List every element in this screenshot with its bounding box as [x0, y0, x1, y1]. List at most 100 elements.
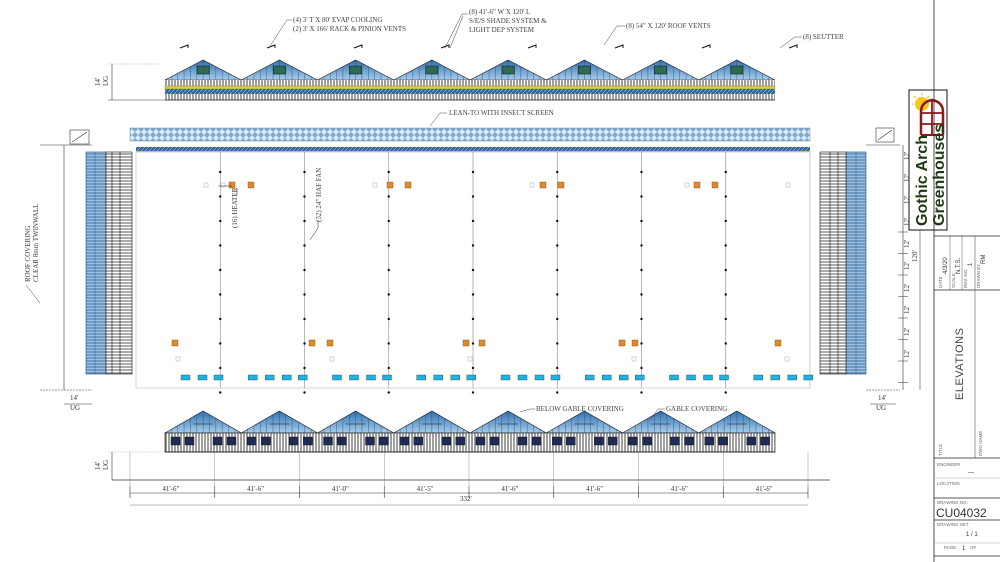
shade-band [164, 85, 776, 90]
drawn-by-value: RM [981, 255, 987, 264]
post [724, 342, 727, 345]
callout-gable-covering: GABLE COVERING [666, 405, 727, 413]
drawn-by-field: DRAWN BY RM [976, 255, 987, 288]
post [303, 195, 306, 198]
endwall-fan [226, 436, 237, 446]
endwall-fan [642, 436, 652, 446]
post [471, 391, 475, 394]
haf-fan [550, 374, 561, 381]
post [471, 219, 475, 223]
fixture-marker [467, 356, 473, 362]
svg-text:DWG NAME: DWG NAME [978, 431, 983, 456]
spacing-label: 12' [903, 262, 911, 270]
spacing-label: 12' [903, 196, 911, 204]
fixture-marker [785, 182, 791, 188]
endwall-fan [247, 436, 257, 446]
bay-width-label: 41'-6" [162, 485, 179, 493]
post [303, 293, 306, 296]
endwall-fan [323, 436, 333, 446]
left-side-dim: 14' [70, 394, 78, 402]
seutter-marker [266, 44, 276, 49]
roof-vent [349, 65, 362, 75]
endwall [164, 432, 776, 453]
haf-fan [197, 374, 208, 381]
post [387, 293, 390, 296]
haf-fan [466, 374, 476, 381]
heater-unit [386, 181, 394, 189]
width-dimension-chain: 120' 12' 12' 12' 12' 12' 12' 12' 12' 12' 12' [898, 145, 921, 390]
fixture-marker [684, 182, 690, 188]
haf-fan [719, 374, 729, 381]
evap-cooling-band [165, 89, 775, 94]
post [387, 268, 390, 272]
post [471, 293, 475, 296]
heater-unit [228, 181, 236, 189]
post [303, 342, 306, 345]
total-width-label: 120' [911, 250, 919, 262]
post [471, 342, 475, 345]
heater-unit [693, 181, 701, 189]
bay-width-label: 41'-0" [332, 485, 349, 493]
haf-fan [298, 374, 308, 381]
fixture-marker [220, 182, 226, 188]
heater-unit [326, 339, 334, 347]
endwall-fan [760, 436, 770, 446]
scale-value: N.T.S. [956, 257, 962, 274]
svg-text:REV. NO.: REV. NO. [963, 269, 968, 288]
haf-fan [619, 374, 629, 381]
heater-unit [539, 181, 547, 189]
post [387, 391, 390, 394]
bay-width-label: 41'-6" [247, 485, 264, 493]
endwall-fan [670, 436, 680, 446]
engineer-value: — [968, 470, 974, 476]
endwall-fan [170, 436, 181, 446]
top-height-label: 14' [94, 78, 102, 86]
haf-fan [602, 374, 612, 381]
roof-vent [196, 65, 210, 75]
haf-fan [703, 374, 713, 381]
haf-fan [433, 374, 443, 381]
post [471, 195, 475, 198]
title-block: DATE 4/3/20 SCALE N.T.S. REV. NO. 1 DRAW… [933, 0, 1000, 562]
heater-unit [711, 181, 719, 189]
endwall-fan [184, 436, 195, 446]
bottom-height-sub: UG [102, 460, 110, 470]
top-height-dimension: 14' UG [94, 63, 165, 101]
haf-fan [585, 374, 595, 381]
rev-value: 1 [968, 262, 974, 266]
endwall-fan [413, 436, 423, 446]
post [219, 268, 222, 272]
post [387, 244, 390, 247]
endwall-fan [455, 436, 465, 446]
fixture-marker [175, 356, 181, 362]
fixture-marker [529, 182, 535, 188]
spacing-label: 12' [903, 218, 911, 226]
seutter-marker [788, 44, 798, 49]
post [387, 219, 390, 223]
post [387, 195, 390, 198]
callout-roof-covering-1: ROOF COVERING [24, 225, 32, 282]
title-field: ELEVATIONS TITLE DWG NAME [938, 328, 983, 456]
heater-unit [247, 181, 255, 189]
sidewall [165, 80, 775, 86]
callout-roof-covering-2: CLEAR 8mm TWINWALL [32, 204, 40, 282]
fixture-marker [203, 182, 209, 188]
haf-fan [770, 374, 780, 381]
post [556, 391, 559, 394]
post [556, 170, 559, 174]
haf-fan [450, 374, 460, 381]
post [556, 293, 559, 296]
endwall-fan [552, 436, 562, 446]
endwall-fan [704, 436, 714, 446]
spacing-label: 12' [903, 350, 911, 358]
svg-text:DRAWN BY: DRAWN BY [976, 264, 981, 288]
post [724, 366, 727, 370]
endwall-fan [594, 436, 604, 446]
post [724, 244, 727, 247]
drawing-no-label: DRAWING NO. [937, 500, 968, 505]
post [471, 317, 475, 321]
haf-fan [534, 374, 545, 381]
heater-unit [618, 339, 626, 347]
post [219, 317, 222, 321]
